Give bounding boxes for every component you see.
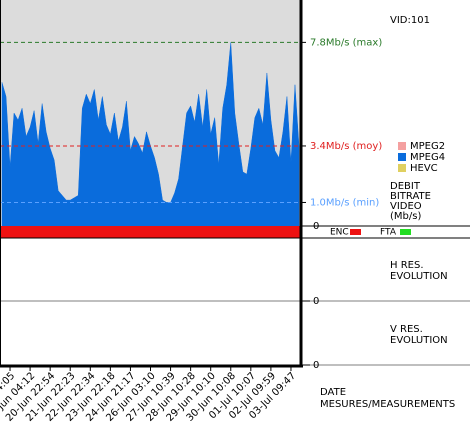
panel-label: H RES.	[390, 260, 424, 271]
panel-label: EVOLUTION	[390, 335, 448, 346]
legend-swatch	[398, 142, 406, 150]
y-axis-title: DEBIT	[390, 181, 421, 192]
legend-swatch	[398, 153, 406, 161]
y-axis-title: BITRATE	[390, 191, 431, 202]
enc-bar	[0, 226, 301, 238]
fta-swatch	[400, 229, 411, 235]
enc-label: ENC	[330, 228, 349, 238]
x-axis-title: MESURES/MEASUREMENTS	[320, 399, 455, 410]
vid-label: VID:101	[390, 15, 430, 26]
legend-label: MPEG2	[410, 141, 445, 152]
ref-label: 7.8Mb/s (max)	[310, 37, 382, 48]
ref-label: 1.0Mb/s (min)	[310, 197, 379, 208]
panel-label: EVOLUTION	[390, 271, 448, 282]
y-tick-label: 0	[313, 360, 319, 371]
panel-label: V RES.	[390, 324, 423, 335]
legend-swatch	[398, 164, 406, 172]
legend-label: MPEG4	[410, 152, 445, 163]
fta-label: FTA	[380, 228, 397, 238]
ref-label: 3.4Mb/s (moy)	[310, 141, 382, 152]
y-axis-title: VIDEO	[390, 201, 422, 212]
enc-swatch	[350, 229, 361, 235]
y-axis-title: (Mb/s)	[390, 211, 421, 222]
x-axis-title: DATE	[320, 387, 346, 398]
legend-label: HEVC	[410, 163, 438, 174]
y-tick-label: 0	[313, 296, 319, 307]
